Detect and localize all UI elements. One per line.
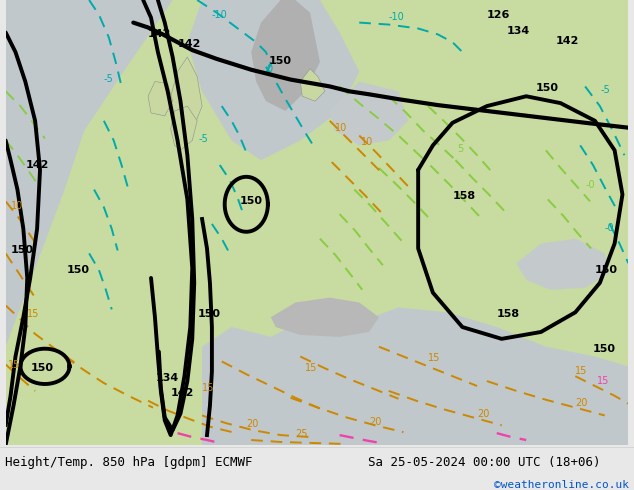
Text: 20: 20 xyxy=(575,397,588,408)
Text: 25: 25 xyxy=(295,429,308,439)
Text: 150: 150 xyxy=(593,343,616,354)
Text: Height/Temp. 850 hPa [gdpm] ECMWF: Height/Temp. 850 hPa [gdpm] ECMWF xyxy=(5,456,252,468)
Polygon shape xyxy=(330,81,408,146)
Text: -10: -10 xyxy=(389,12,404,22)
Text: 15: 15 xyxy=(27,309,40,319)
Text: 15: 15 xyxy=(428,353,441,364)
Polygon shape xyxy=(148,81,172,116)
Text: 150: 150 xyxy=(269,56,292,66)
Text: 142: 142 xyxy=(148,29,171,39)
Text: 150: 150 xyxy=(595,265,618,275)
Text: 0: 0 xyxy=(266,64,272,74)
Polygon shape xyxy=(202,307,628,445)
Text: -5: -5 xyxy=(198,134,208,145)
Polygon shape xyxy=(188,0,359,160)
Text: 150: 150 xyxy=(536,83,559,93)
Text: 134: 134 xyxy=(507,26,530,36)
Text: 15: 15 xyxy=(597,376,609,386)
Text: 150: 150 xyxy=(198,309,221,319)
Text: ©weatheronline.co.uk: ©weatheronline.co.uk xyxy=(494,480,629,490)
Text: 15: 15 xyxy=(202,383,214,393)
Text: -0: -0 xyxy=(585,180,595,190)
Polygon shape xyxy=(271,297,379,337)
Text: 142: 142 xyxy=(555,36,579,46)
Text: 15: 15 xyxy=(575,366,588,376)
Polygon shape xyxy=(171,57,202,136)
Text: -10: -10 xyxy=(212,10,228,20)
Text: -0: -0 xyxy=(605,223,614,233)
Text: 150: 150 xyxy=(11,245,34,255)
Text: 150: 150 xyxy=(30,363,53,373)
Polygon shape xyxy=(301,69,325,101)
Polygon shape xyxy=(171,106,197,150)
Text: 142: 142 xyxy=(178,39,201,49)
Text: -5: -5 xyxy=(104,74,113,83)
Text: 142: 142 xyxy=(25,160,49,170)
Text: 142: 142 xyxy=(171,388,194,398)
Polygon shape xyxy=(6,0,628,445)
Text: 10: 10 xyxy=(361,137,373,147)
Polygon shape xyxy=(516,239,610,290)
Text: 134: 134 xyxy=(156,373,179,383)
Text: 20: 20 xyxy=(369,417,382,427)
Text: 15: 15 xyxy=(305,363,318,373)
Text: 10: 10 xyxy=(11,201,23,211)
Text: 10: 10 xyxy=(335,122,347,133)
Text: 150: 150 xyxy=(67,265,89,275)
Text: 158: 158 xyxy=(496,309,520,319)
Text: 150: 150 xyxy=(240,196,262,206)
Text: 20: 20 xyxy=(246,419,259,429)
Text: 158: 158 xyxy=(453,192,476,201)
Text: 15: 15 xyxy=(8,360,20,370)
Text: 126: 126 xyxy=(487,10,510,20)
Polygon shape xyxy=(6,0,172,347)
Polygon shape xyxy=(251,0,320,111)
Text: -5: -5 xyxy=(601,85,611,96)
Text: Sa 25-05-2024 00:00 UTC (18+06): Sa 25-05-2024 00:00 UTC (18+06) xyxy=(368,456,600,468)
Text: 20: 20 xyxy=(477,410,489,419)
Text: 5: 5 xyxy=(458,144,463,154)
